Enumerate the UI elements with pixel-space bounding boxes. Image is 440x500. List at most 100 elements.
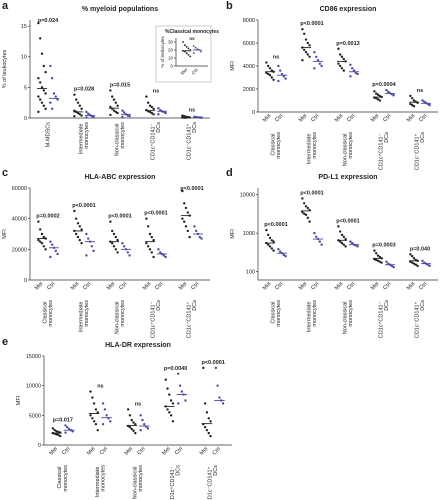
panel-letter: c [2, 167, 8, 179]
data-point [44, 248, 47, 251]
data-point [183, 44, 186, 47]
p-value: p=0.0003 [372, 243, 395, 249]
data-point [42, 245, 45, 248]
data-point [139, 428, 142, 432]
data-point [267, 64, 270, 68]
data-point [75, 98, 78, 101]
data-point [64, 431, 67, 434]
data-point [44, 107, 47, 111]
data-point [114, 101, 118, 104]
data-point [378, 260, 381, 263]
data-point [80, 242, 83, 245]
data-point [128, 254, 131, 257]
data-point [375, 258, 378, 262]
data-point [73, 114, 76, 118]
data-point [51, 427, 55, 430]
data-point [267, 72, 270, 76]
y-tick-label: 100 [246, 269, 255, 275]
data-point [272, 249, 275, 252]
data-point [426, 263, 429, 266]
category-label: Classical monocytes [43, 300, 55, 327]
data-point [51, 243, 54, 246]
data-point [412, 105, 416, 108]
data-point [340, 233, 344, 237]
data-point [277, 64, 280, 68]
data-point [320, 243, 323, 246]
category-label: CD1c⁻CD141⁺ DCs [414, 300, 427, 338]
data-point [49, 240, 52, 243]
category-label: Non-classical monocytes [343, 300, 355, 334]
data-point [76, 101, 80, 104]
series-label: Mel [34, 281, 45, 292]
p-value: p<0.0001 [300, 21, 323, 27]
data-point [92, 115, 95, 118]
data-point [96, 411, 99, 414]
data-point [37, 76, 40, 80]
data-point [75, 232, 78, 236]
data-point [40, 52, 44, 55]
data-point [349, 75, 352, 78]
data-point [203, 402, 207, 405]
data-point [340, 55, 344, 58]
series-label: Ctrl [310, 113, 320, 123]
series-label: Ctrl [61, 446, 71, 456]
data-point [66, 426, 69, 429]
data-point [91, 417, 94, 420]
panel-letter: a [2, 0, 9, 12]
data-point [337, 62, 340, 65]
data-point [130, 418, 133, 422]
data-point [64, 424, 67, 427]
data-point [92, 249, 95, 253]
data-point [180, 390, 184, 393]
data-point [412, 262, 416, 265]
data-point [128, 414, 132, 417]
data-point [89, 414, 92, 417]
data-point [121, 109, 124, 112]
series-label: Mel [178, 281, 189, 292]
data-point [80, 114, 83, 117]
category-label: Classical monocytes [271, 300, 283, 327]
data-point [109, 420, 112, 423]
y-tick-label: 10000 [240, 193, 255, 199]
data-point [39, 228, 42, 231]
data-point [116, 111, 119, 115]
data-point [277, 79, 280, 83]
data-point [80, 228, 83, 231]
y-tick-label: 5000 [29, 413, 41, 419]
data-point [90, 245, 94, 248]
series-label: Mel [199, 446, 210, 457]
data-point [128, 114, 131, 118]
data-point [71, 430, 74, 433]
data-point [349, 240, 352, 243]
data-point [101, 402, 105, 405]
data-point [337, 225, 340, 228]
data-point [218, 396, 221, 399]
data-point [187, 53, 190, 56]
data-point [279, 250, 282, 253]
data-point [150, 111, 153, 115]
data-point [277, 248, 280, 251]
y-tick-label: 5 [24, 85, 27, 91]
y-tick-label: 0 [24, 116, 27, 122]
panel-letter: b [226, 0, 233, 12]
data-point [168, 411, 171, 414]
series-label: Ctrl [382, 281, 392, 291]
category-label: CD1c⁺CD141⁻ DCs [378, 132, 391, 170]
data-point [412, 257, 416, 260]
data-point [339, 240, 342, 243]
category-label: CD1c⁻CD141⁺ DCs [186, 122, 199, 160]
data-point [128, 426, 132, 429]
p-value: p<0.0001 [72, 203, 95, 209]
series-label: Mel [370, 113, 381, 124]
data-point [51, 76, 54, 80]
data-point [57, 430, 60, 434]
data-point [141, 418, 144, 422]
y-tick-label: 10 [168, 56, 174, 61]
data-point [303, 48, 306, 52]
data-point [378, 94, 381, 98]
p-value: ns [153, 89, 159, 95]
data-point [207, 417, 210, 420]
data-point [184, 399, 187, 402]
data-point [159, 251, 162, 254]
